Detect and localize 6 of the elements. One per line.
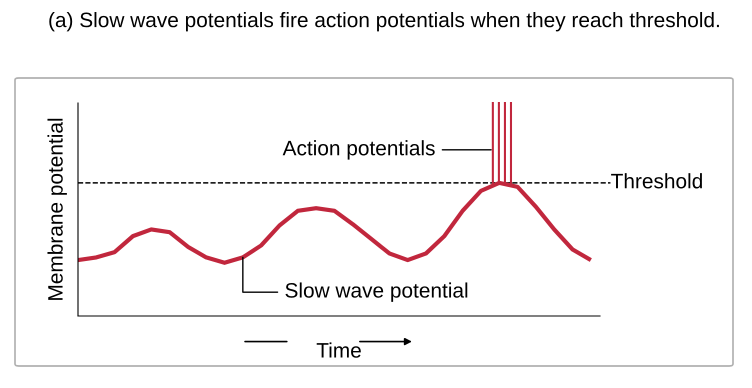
- x-axis-title: Time: [316, 342, 361, 358]
- chart-title: (a) Slow wave potentials fire action potentials when they reach threshold.: [49, 12, 719, 32]
- y-axis-title: Membrane potential: [47, 118, 67, 300]
- ref-line-label: Threshold: [611, 173, 702, 188]
- annotation: Slow wave potential: [285, 282, 468, 302]
- text: Action potentials: [282, 140, 435, 160]
